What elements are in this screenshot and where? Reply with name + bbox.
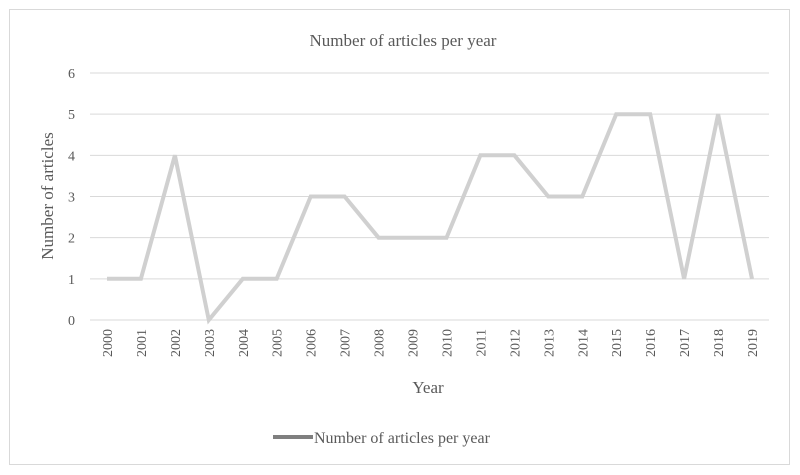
x-tick-label: 2008 (373, 329, 388, 357)
y-tick-label: 4 (68, 149, 75, 164)
legend: Number of articles per year (273, 430, 491, 447)
y-tick-label: 6 (68, 67, 75, 82)
x-tick-label: 2011 (474, 329, 489, 356)
x-tick-label: 2005 (271, 329, 286, 357)
legend-label: Number of articles per year (314, 430, 491, 447)
x-tick-label: 2010 (440, 329, 455, 357)
x-tick-label: 2003 (203, 329, 218, 357)
x-tick-label: 2013 (542, 329, 557, 357)
x-tick-label: 2019 (746, 329, 761, 357)
y-tick-label: 3 (68, 191, 75, 206)
x-tick-label: 2001 (135, 329, 150, 357)
x-tick-label: 2017 (678, 329, 693, 357)
x-tick-label: 2006 (305, 329, 320, 357)
x-tick-label: 2014 (576, 329, 591, 357)
x-tick-label: 2004 (237, 329, 252, 357)
x-tick-label: 2015 (610, 329, 625, 357)
y-tick-label: 5 (68, 108, 75, 123)
x-tick-label: 2018 (712, 329, 727, 357)
series-line (107, 112, 754, 325)
y-tick-labels: 0 1 2 3 4 5 6 (68, 67, 75, 329)
y-axis-label: Number of articles (38, 132, 57, 259)
x-tick-label: 2009 (407, 329, 422, 357)
chart-title: Number of articles per year (310, 31, 497, 50)
x-tick-label: 2012 (508, 329, 523, 357)
x-tick-labels: 2000 2001 2002 2003 2004 2005 2006 2007 2008 2009… (101, 329, 761, 357)
y-tick-label: 1 (68, 273, 75, 288)
x-tick-label: 2016 (644, 329, 659, 357)
x-tick-label: 2000 (101, 329, 116, 357)
gridlines (90, 72, 769, 321)
x-axis-label: Year (412, 378, 444, 397)
x-tick-label: 2007 (339, 329, 354, 357)
y-tick-label: 2 (68, 232, 75, 247)
y-tick-label: 0 (68, 314, 75, 329)
x-tick-label: 2002 (169, 329, 184, 357)
